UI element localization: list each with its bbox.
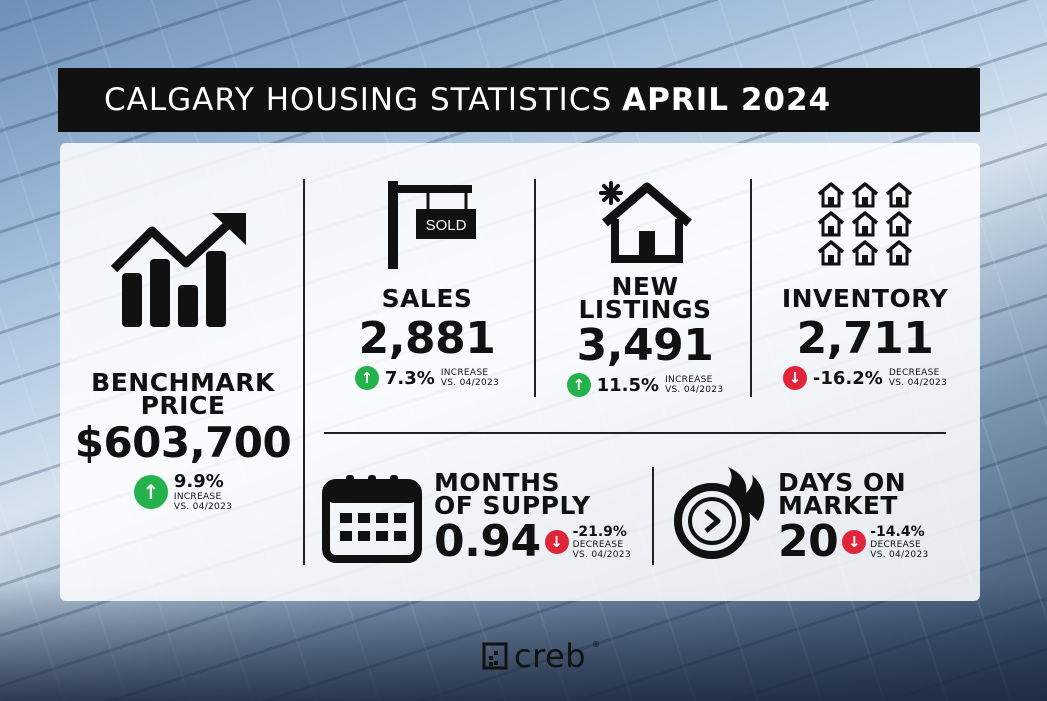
new-listings-label-2: LISTINGS: [578, 295, 712, 324]
creb-mark-icon: [482, 642, 508, 670]
houses-grid-icon: [817, 182, 913, 266]
divider-sales-listings: [534, 179, 536, 397]
months-supply-label-1: MONTHS: [434, 468, 561, 497]
inventory-change: ↓ -16.2% DECREASE VS. 04/2023: [760, 366, 970, 390]
clock-fire-icon: [674, 467, 765, 559]
sales-value: 2,881: [358, 313, 496, 364]
inventory-direction: DECREASE: [888, 368, 940, 378]
months-supply-comparison: VS. 04/2023: [572, 550, 631, 560]
title-period: APRIL 2024: [622, 82, 832, 118]
benchmark-value: $603,700: [74, 418, 292, 467]
title-main: CALGARY HOUSING STATISTICS: [104, 82, 613, 118]
arrow-up-icon: ↑: [133, 474, 168, 509]
days-market-pct: -14.4%: [870, 524, 925, 540]
new-listings-change: ↑ 11.5% INCREASE VS. 04/2023: [540, 373, 750, 397]
days-market-label-2: MARKET: [778, 491, 898, 520]
arrow-down-icon: ↓: [782, 366, 807, 390]
stats-panel: BENCHMARK PRICE $603,700 ↑ 9.9% INCREASE…: [60, 143, 980, 601]
sales-pct: 7.3%: [384, 367, 435, 389]
sold-sign-icon: SOLD: [388, 181, 476, 269]
new-listings-comparison: VS. 04/2023: [665, 385, 724, 395]
arrow-up-icon: ↑: [354, 366, 379, 390]
benchmark-comparison: VS. 04/2023: [173, 502, 233, 512]
new-listings-block: NEW LISTINGS 3,491 ↑ 11.5% INCREASE VS. …: [540, 179, 750, 397]
creb-logo-text: creb: [514, 637, 587, 675]
benchmark-change: ↑ 9.9% INCREASE VS. 04/2023: [68, 471, 298, 512]
benchmark-pct: 9.9%: [173, 471, 224, 492]
arrow-down-icon: ↓: [842, 530, 867, 554]
bar-chart-trend-up-icon: [110, 213, 246, 327]
arrow-up-icon: ↑: [566, 373, 591, 397]
sales-direction: INCREASE: [440, 368, 489, 378]
days-market-label-1: DAYS ON: [778, 468, 907, 497]
divider-listings-inventory: [750, 179, 752, 397]
inventory-value: 2,711: [796, 313, 934, 364]
arrow-down-icon: ↓: [544, 530, 569, 554]
benchmark-label-2: PRICE: [140, 391, 226, 420]
creb-logo: creb ®: [482, 640, 600, 672]
inventory-pct: -16.2%: [812, 367, 883, 389]
sales-block: SOLD SALES 2,881 ↑ 7.3% INCREASE VS. 04/…: [322, 179, 532, 390]
house-sparkle-icon: [599, 181, 692, 263]
creb-registered-mark: ®: [592, 640, 601, 649]
benchmark-direction: INCREASE: [173, 492, 222, 502]
svg-text:SOLD: SOLD: [426, 217, 467, 234]
new-listings-label-1: NEW: [611, 272, 679, 301]
sales-change: ↑ 7.3% INCREASE VS. 04/2023: [322, 366, 532, 390]
benchmark-label-1: BENCHMARK: [91, 368, 275, 397]
days-market-value: 20: [778, 516, 839, 567]
benchmark-block: BENCHMARK PRICE $603,700 ↑ 9.9% INCREASE…: [68, 211, 298, 512]
divider-horizontal: [324, 432, 946, 434]
title-bar: CALGARY HOUSING STATISTICS APRIL 2024: [58, 68, 980, 132]
months-supply-pct: -21.9%: [572, 524, 627, 540]
sales-label: SALES: [381, 284, 473, 313]
background-shade: [0, 581, 1047, 701]
new-listings-value: 3,491: [576, 320, 714, 371]
inventory-label: INVENTORY: [781, 284, 949, 313]
new-listings-pct: 11.5%: [596, 374, 660, 396]
months-supply-label-2: OF SUPPLY: [434, 491, 591, 520]
months-supply-direction: DECREASE: [572, 540, 624, 550]
days-market-direction: DECREASE: [870, 540, 922, 550]
divider-supply-days: [652, 467, 654, 565]
divider-main: [303, 179, 305, 565]
months-supply-block: MONTHS OF SUPPLY 0.94 ↓ -21.9% DECREASE …: [322, 468, 647, 571]
inventory-block: INVENTORY 2,711 ↓ -16.2% DECREASE VS. 04…: [760, 179, 970, 390]
new-listings-direction: INCREASE: [665, 375, 713, 385]
days-market-comparison: VS. 04/2023: [870, 550, 929, 560]
days-market-block: DAYS ON MARKET 20 ↓ -14.4% DECREASE VS. …: [666, 465, 966, 571]
inventory-comparison: VS. 04/2023: [888, 378, 948, 388]
calendar-icon: [322, 475, 422, 563]
months-supply-value: 0.94: [434, 516, 541, 567]
sales-comparison: VS. 04/2023: [440, 378, 500, 388]
